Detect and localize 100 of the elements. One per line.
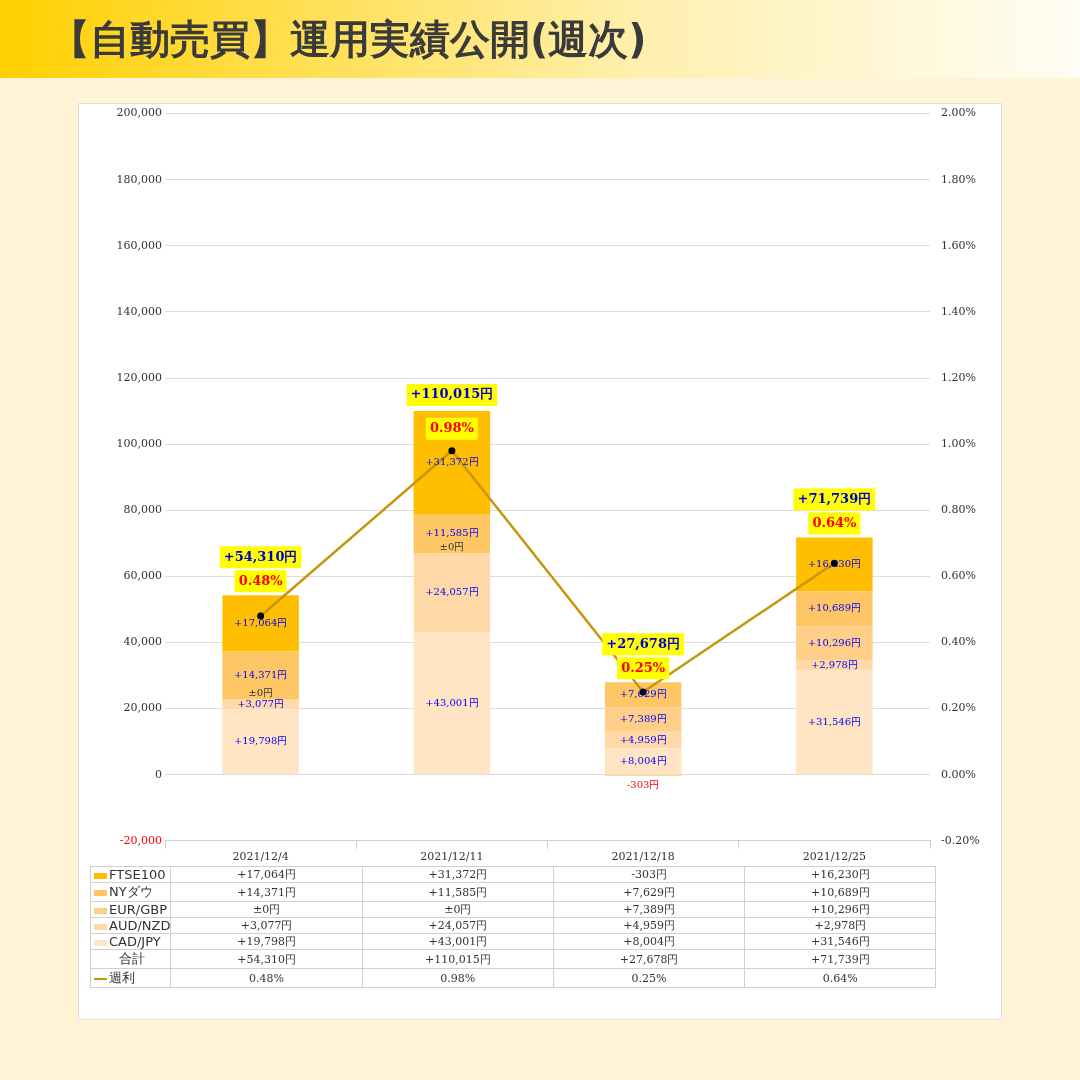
data-label: +11,585円	[362, 882, 554, 902]
data-label: +7,389円	[553, 901, 745, 918]
text: ±0円	[248, 686, 273, 698]
x-tick-label: 2021/12/18	[611, 850, 675, 864]
total-label: +27,678円	[606, 635, 680, 651]
data-label: ±0円	[362, 901, 554, 918]
text: +7,629円	[619, 688, 667, 700]
legend-label: FTSE100	[90, 866, 171, 883]
total-label: +54,310円	[223, 548, 298, 564]
text: +14,371円	[233, 668, 288, 680]
data-label: +4,959円	[553, 917, 745, 934]
data-label: +3,077円	[170, 917, 363, 934]
y2-tick-label: 1.00%	[941, 437, 976, 450]
text: 0.64%	[812, 514, 857, 530]
data-label: +8,004円	[553, 933, 745, 950]
text: +17,064円	[233, 616, 288, 628]
text: +43,001円	[425, 696, 479, 708]
text: +7,389円	[619, 713, 667, 725]
y-tick-label: 160,000	[116, 238, 162, 252]
data-label: ±0円	[170, 901, 363, 918]
text: +8,004円	[619, 754, 667, 766]
data-label: +43,001円	[362, 933, 554, 950]
y-tick-label: 40,000	[123, 635, 162, 649]
data-label: 0.25%	[553, 968, 745, 988]
y-tick-label: 120,000	[116, 370, 162, 384]
legend-label: CAD/JPY	[90, 933, 171, 950]
chart-title: 【自動売買】運用実績公開(週次)	[50, 15, 647, 64]
y-tick-label: -20,000	[119, 833, 162, 847]
text: 0.98%	[429, 420, 474, 436]
y-tick-label: 100,000	[116, 437, 162, 450]
text: +31,546円	[807, 715, 862, 727]
y2-tick-label: 0.60%	[941, 569, 976, 583]
x-tick-label: 2021/12/11	[420, 850, 484, 864]
legend-label: AUD/NZD	[90, 917, 171, 934]
x-tick-label: 2021/12/25	[802, 850, 867, 864]
text: +10,689円	[807, 602, 862, 614]
y2-tick-label: 0.80%	[941, 503, 976, 517]
data-label: +2,978円	[744, 917, 936, 934]
y2-tick-label: 2.00%	[941, 106, 976, 120]
bar	[604, 748, 682, 775]
y-tick-label: 140,000	[116, 304, 162, 318]
data-label: +7,629円	[553, 882, 745, 902]
total-label: +110,015円	[410, 386, 494, 402]
text: +4,959円	[619, 733, 667, 745]
y2-tick-label: 0.20%	[941, 701, 976, 715]
y-tick-label: 200,000	[116, 106, 162, 120]
bar	[222, 709, 299, 775]
legend-label: EUR/GBP	[90, 901, 171, 918]
text: ±0円	[439, 540, 465, 552]
y2-tick-label: 1.20%	[941, 370, 976, 384]
y2-tick-label: 1.40%	[941, 304, 976, 318]
text: +10,296円	[807, 637, 862, 649]
y2-tick-label: 0.40%	[941, 635, 976, 649]
bar	[796, 626, 873, 661]
data-label: 0.64%	[744, 968, 936, 988]
bar	[222, 651, 299, 700]
data-label: +10,689円	[744, 882, 936, 902]
text: +27,678円	[619, 952, 679, 966]
bar	[413, 553, 491, 633]
text: 合計	[90, 949, 171, 969]
text: +3,077円	[237, 697, 285, 709]
y2-tick-label: -0.20%	[941, 833, 980, 847]
x-tick-label: 2021/12/4	[232, 850, 289, 864]
data-label: +31,546円	[744, 933, 936, 950]
bar	[796, 591, 873, 627]
y2-tick-label: 0.00%	[941, 767, 976, 781]
data-label: +10,296円	[744, 901, 936, 918]
text: +11,585円	[425, 527, 479, 539]
text: 0.25%	[621, 659, 666, 675]
y-tick-label: 60,000	[123, 569, 162, 583]
text: 0.48%	[238, 572, 283, 588]
data-label: +14,371円	[170, 882, 363, 902]
text: +71,739円	[810, 952, 870, 966]
text: +54,310円	[237, 952, 296, 966]
y-tick-label: 180,000	[116, 172, 162, 186]
data-label: -303円	[553, 866, 745, 883]
data-label: 0.48%	[170, 968, 363, 988]
y-tick-label: 80,000	[123, 503, 162, 517]
text: +24,057円	[425, 586, 479, 598]
legend-label: 週利	[90, 968, 171, 988]
data-label: +24,057円	[362, 917, 554, 934]
data-label: +16,230円	[744, 866, 936, 883]
text: +19,798円	[233, 735, 288, 747]
y2-tick-label: 1.60%	[941, 238, 976, 252]
total-label: +71,739円	[797, 490, 872, 506]
text: +110,015円	[424, 952, 491, 966]
bar	[796, 670, 873, 775]
legend-label: NYダウ	[90, 882, 171, 902]
data-label: +31,372円	[362, 866, 554, 883]
data-label: +17,064円	[170, 866, 363, 883]
y-tick-label: 0	[155, 767, 162, 781]
text: -303円	[626, 779, 660, 791]
bar	[413, 632, 491, 775]
text: +31,372円	[425, 456, 479, 468]
bar	[604, 707, 682, 732]
text: +2,978円	[810, 659, 858, 671]
y-tick-label: 20,000	[123, 701, 162, 715]
y2-tick-label: 1.80%	[941, 172, 976, 186]
data-label: 0.98%	[362, 968, 554, 988]
data-label: +19,798円	[170, 933, 363, 950]
